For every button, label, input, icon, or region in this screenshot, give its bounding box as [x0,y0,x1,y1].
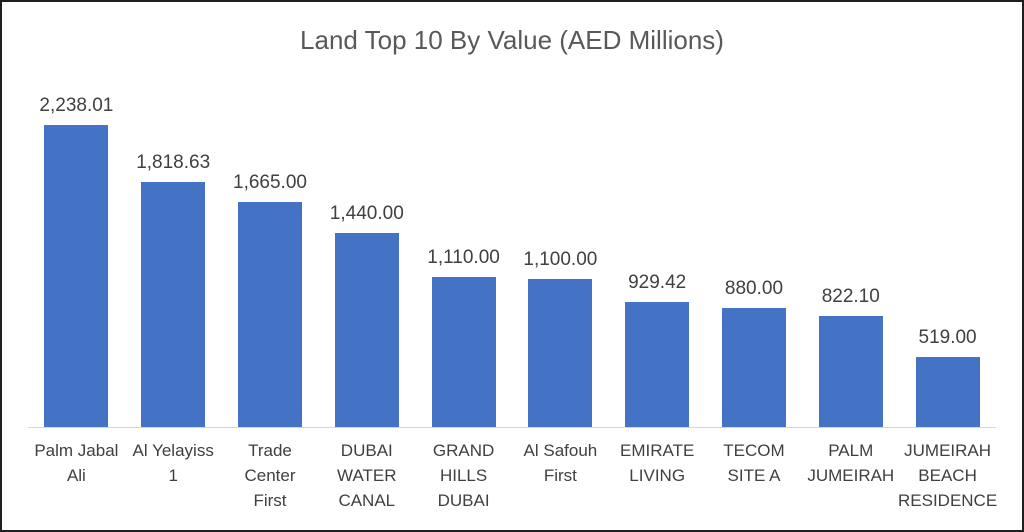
bar [818,316,883,427]
bars-row: 2,238.01 Palm Jabal Ali 1,818.63 Al Yela… [28,92,998,513]
data-label: 519.00 [918,327,977,348]
category-label: DUBAI WATER CANAL [337,441,397,510]
plot-area: 2,238.01 Palm Jabal Ali 1,818.63 Al Yela… [28,92,998,513]
bar-column: 1,110.00 GRAND HILLS DUBAI [415,92,512,513]
category-label: Palm Jabal Ali [34,441,119,485]
bar [625,302,690,427]
data-label: 1,100.00 [523,249,598,270]
bar [237,202,302,427]
category-label: GRAND HILLS DUBAI [432,441,495,510]
bar-column: 519.00 JUMEIRAH BEACH RESIDENCE [897,92,998,513]
bar-column: 880.00 TECOM SITE A [706,92,803,513]
category-label: EMIRATE LIVING [620,441,695,485]
category-label: TECOM SITE A [723,441,785,485]
category-label: JUMEIRAH BEACH RESIDENCE [897,441,998,510]
data-label: 1,818.63 [136,152,211,173]
bar-column: 822.10 PALM JUMEIRAH [802,92,899,513]
data-label: 822.10 [821,286,880,307]
data-label: 880.00 [724,278,784,299]
category-label: Trade Center First [244,441,296,510]
bar-column: 1,818.63 Al Yelayiss 1 [125,92,222,513]
bar [915,357,980,427]
bar-column: 1,440.00 DUBAI WATER CANAL [318,92,415,513]
category-label: Al Yelayiss 1 [132,441,214,485]
bar-column: 2,238.01 Palm Jabal Ali [28,92,125,513]
bar [721,308,786,427]
bar-column: 1,665.00 Trade Center First [222,92,319,513]
data-label: 1,110.00 [427,247,500,268]
bar [141,182,206,427]
bar [528,279,593,427]
data-label: 1,665.00 [233,172,307,193]
data-label: 2,238.01 [39,95,114,116]
category-label: Al Safouh First [523,441,598,485]
data-label: 1,440.00 [329,203,404,224]
data-label: 929.42 [628,272,687,293]
bar-column: 1,100.00 Al Safouh First [512,92,609,513]
bar [431,277,496,427]
chart-title: Land Top 10 By Value (AED Millions) [300,25,724,55]
category-label: PALM JUMEIRAH [807,441,895,485]
bar [44,125,109,427]
bar [334,233,399,427]
x-axis-line [28,427,996,428]
bar-column: 929.42 EMIRATE LIVING [609,92,706,513]
